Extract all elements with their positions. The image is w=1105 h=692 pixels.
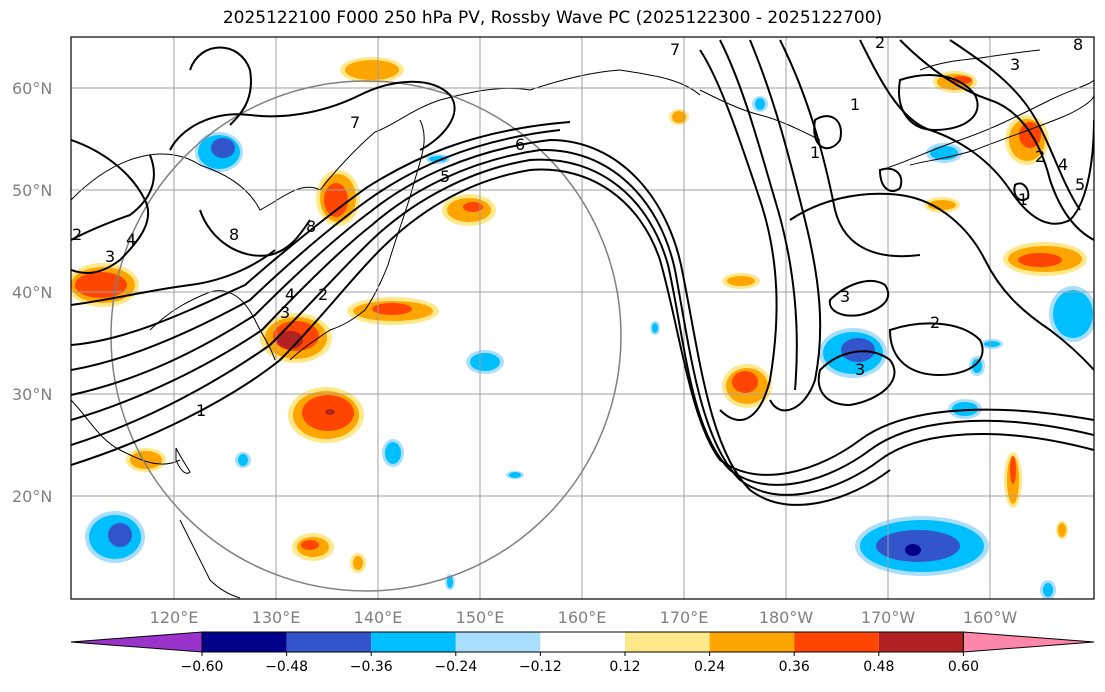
contour-label: 2 bbox=[318, 285, 328, 304]
lat-label: 20°N bbox=[12, 487, 52, 506]
lon-label: 130°E bbox=[252, 608, 301, 627]
colorbar-tick-label: −0.60 bbox=[181, 659, 224, 675]
contour-label: 3 bbox=[855, 360, 865, 379]
contour-label: 3 bbox=[280, 303, 290, 322]
lat-label: 50°N bbox=[12, 181, 52, 200]
contour-label: 1 bbox=[1018, 190, 1028, 209]
colorbar-min-extend bbox=[70, 631, 203, 653]
contour-label: 2 bbox=[930, 313, 940, 332]
contour-label: 8 bbox=[229, 225, 239, 244]
lon-label: 160°E bbox=[558, 608, 607, 627]
contour-label: 4 bbox=[126, 230, 136, 249]
colorbar-segment bbox=[455, 632, 541, 652]
contour-label: 3 bbox=[105, 247, 115, 266]
colorbar-ticks: −0.60 −0.48 −0.36 −0.24 −0.12 0.12 0.24 0.36 0.4… bbox=[181, 652, 979, 675]
lon-label: 170°W bbox=[861, 608, 916, 627]
colorbar-tick-label: 0.36 bbox=[779, 659, 810, 675]
lon-label: 150°E bbox=[456, 608, 505, 627]
contour-label: 5 bbox=[440, 167, 450, 186]
negative-anomaly-navy bbox=[905, 544, 921, 556]
colorbar-segment bbox=[709, 632, 795, 652]
plot-border bbox=[70, 36, 1095, 600]
lat-label: 40°N bbox=[12, 283, 52, 302]
contour-label: 4 bbox=[285, 285, 295, 304]
colorbar-segment bbox=[202, 632, 287, 652]
colorbar-segment bbox=[286, 632, 372, 652]
colorbar-segment bbox=[794, 632, 879, 652]
colorbar-segment bbox=[371, 632, 456, 652]
colorbar-tick-label: 0.48 bbox=[863, 659, 894, 675]
positive-anomaly-darkred bbox=[277, 331, 335, 415]
colorbar-tick-label: −0.48 bbox=[265, 659, 308, 675]
colorbar-tick-label: −0.12 bbox=[519, 659, 562, 675]
contour-label: 1 bbox=[810, 143, 820, 162]
lon-label: 180°W bbox=[759, 608, 814, 627]
latitude-labels: 60°N 50°N 40°N 30°N 20°N bbox=[12, 79, 52, 506]
lon-label: 170°E bbox=[660, 608, 709, 627]
pv-contours bbox=[71, 39, 1094, 506]
longitude-labels: 120°E 130°E 140°E 150°E 160°E 170°E 180°… bbox=[150, 608, 1018, 627]
lon-label: 160°W bbox=[963, 608, 1018, 627]
colorbar bbox=[70, 631, 1095, 653]
colorbar-tick-label: −0.24 bbox=[434, 659, 477, 675]
colorbar-segment bbox=[878, 632, 964, 652]
contour-label: 5 bbox=[1075, 175, 1085, 194]
lat-label: 60°N bbox=[12, 79, 52, 98]
lon-label: 140°E bbox=[354, 608, 403, 627]
colorbar-border bbox=[201, 631, 964, 653]
colorbar-segment bbox=[625, 632, 710, 652]
contour-label: 2 bbox=[875, 33, 885, 52]
contour-label: 7 bbox=[350, 113, 360, 132]
contour-label: 1 bbox=[196, 401, 206, 420]
contour-label: 2 bbox=[72, 225, 82, 244]
contour-label: 3 bbox=[1010, 55, 1020, 74]
contour-label: 1 bbox=[850, 95, 860, 114]
coastlines bbox=[71, 49, 1094, 599]
contour-labels: 7 6 5 8 2 1 3 4 2 1 3 2 3 1 2 8 7 4 5 3 … bbox=[72, 33, 1085, 420]
colorbar-max-extend bbox=[962, 631, 1095, 653]
lon-label: 120°E bbox=[150, 608, 199, 627]
contour-label: 8 bbox=[306, 217, 316, 236]
contour-label: 2 bbox=[1035, 147, 1045, 166]
contour-label: 7 bbox=[670, 40, 680, 59]
contour-label: 8 bbox=[1073, 35, 1083, 54]
map-layers: 7 6 5 8 2 1 3 4 2 1 3 2 3 1 2 8 7 4 5 3 … bbox=[71, 33, 1094, 599]
map-title: 2025122100 F000 250 hPa PV, Rossby Wave … bbox=[222, 8, 883, 28]
contour-label: 4 bbox=[1058, 155, 1068, 174]
lat-label: 30°N bbox=[12, 385, 52, 404]
colorbar-segment bbox=[540, 632, 625, 652]
contour-label: 3 bbox=[840, 287, 850, 306]
colorbar-tick-label: 0.24 bbox=[694, 659, 725, 675]
colorbar-tick-label: 0.60 bbox=[948, 659, 979, 675]
colorbar-tick-label: 0.12 bbox=[609, 659, 640, 675]
radius-circle bbox=[110, 80, 622, 592]
contour-label: 6 bbox=[515, 135, 525, 154]
colorbar-tick-label: −0.36 bbox=[350, 659, 393, 675]
